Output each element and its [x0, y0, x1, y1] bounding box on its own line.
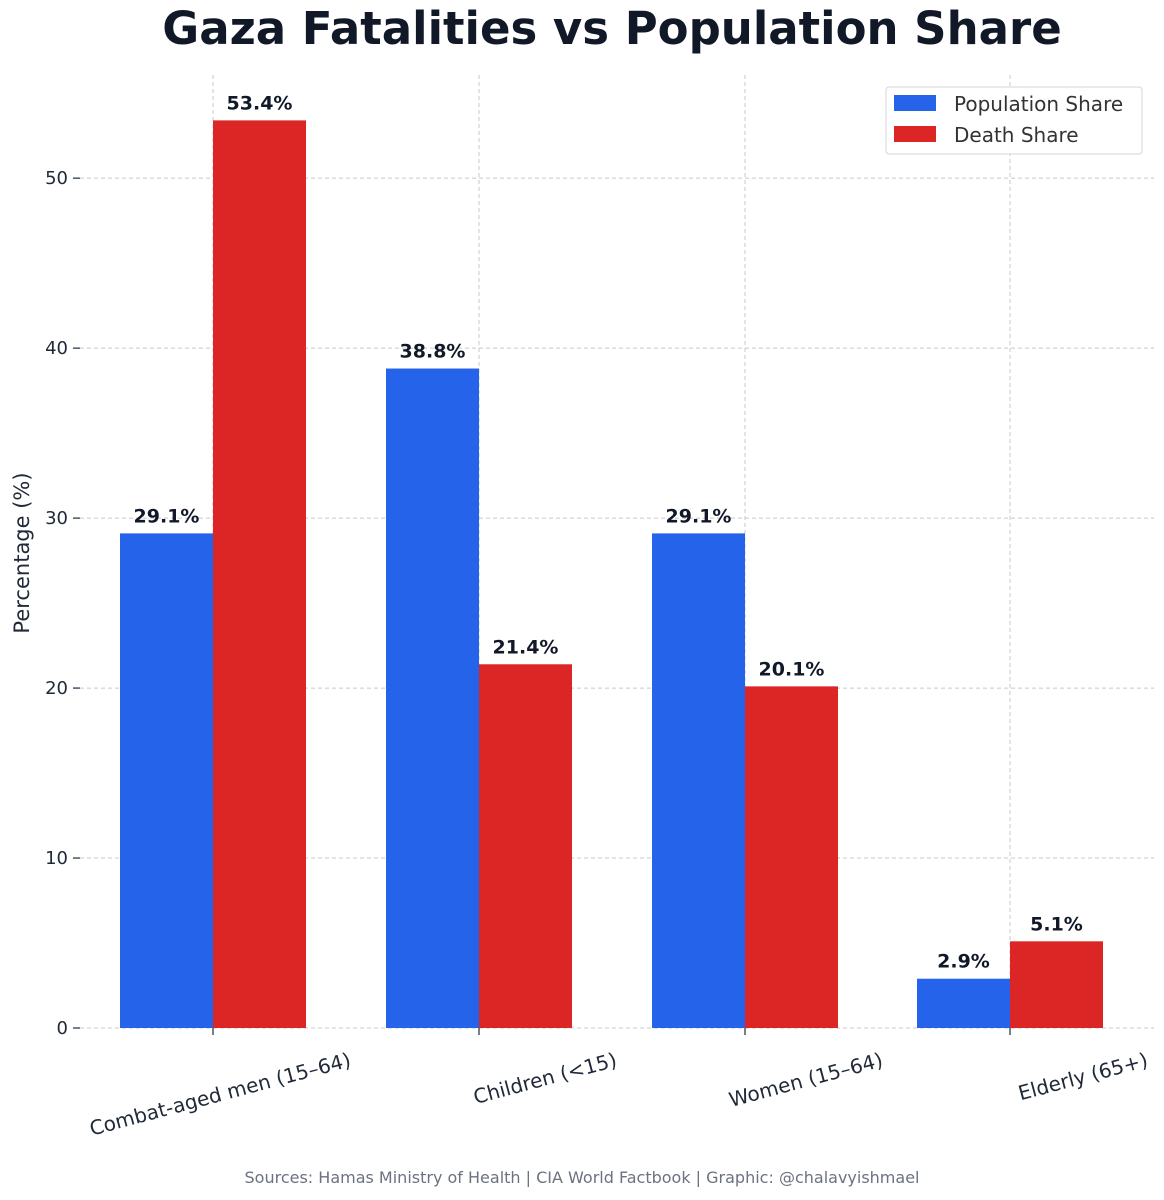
death-value-label: 53.4% — [227, 92, 293, 114]
y-tick-label: 0 — [57, 1018, 68, 1039]
y-tick-label: 40 — [45, 338, 68, 359]
population-value-label: 2.9% — [937, 951, 990, 973]
y-axis: 0 10 20 30 40 50 — [45, 168, 80, 1039]
population-bar — [652, 533, 745, 1028]
population-value-label: 38.8% — [400, 341, 466, 363]
legend-swatch-population — [894, 95, 936, 111]
death-bar — [479, 664, 572, 1028]
y-axis-title: Percentage (%) — [10, 472, 34, 633]
x-category-label: Women (15–64) — [726, 1048, 885, 1112]
population-bar — [917, 978, 1010, 1028]
y-tick-label: 20 — [45, 678, 68, 699]
legend-label-population: Population Share — [954, 92, 1123, 116]
y-tick-label: 10 — [45, 848, 68, 869]
legend-swatch-death — [894, 126, 936, 142]
bars: 29.1% 38.8% 29.1% 2.9% 53.4% 21.4% 20.1% 5.1% — [120, 92, 1103, 1028]
legend: Population Share Death Share — [885, 86, 1143, 155]
death-bar — [745, 686, 838, 1028]
death-bar — [1010, 941, 1103, 1028]
death-value-label: 20.1% — [759, 658, 825, 680]
population-value-label: 29.1% — [134, 505, 200, 527]
x-category-label: Children (<15) — [471, 1048, 620, 1109]
y-tick-label: 50 — [45, 168, 68, 189]
chart-title: Gaza Fatalities vs Population Share — [162, 2, 1062, 55]
legend-box — [885, 86, 1143, 155]
population-bar — [386, 368, 479, 1028]
x-category-label: Elderly (65+) — [1016, 1048, 1151, 1106]
death-value-label: 5.1% — [1030, 913, 1083, 935]
source-note: Sources: Hamas Ministry of Health | CIA … — [244, 1168, 920, 1187]
y-tick-label: 30 — [45, 508, 68, 529]
population-bar — [120, 533, 213, 1028]
death-value-label: 21.4% — [493, 636, 559, 658]
x-axis: Combat-aged men (15–64) Children (<15) Wom… — [87, 1028, 1150, 1141]
legend-label-death: Death Share — [954, 123, 1079, 147]
death-bar — [213, 120, 306, 1028]
population-value-label: 29.1% — [666, 505, 732, 527]
x-category-label: Combat-aged men (15–64) — [87, 1048, 353, 1141]
